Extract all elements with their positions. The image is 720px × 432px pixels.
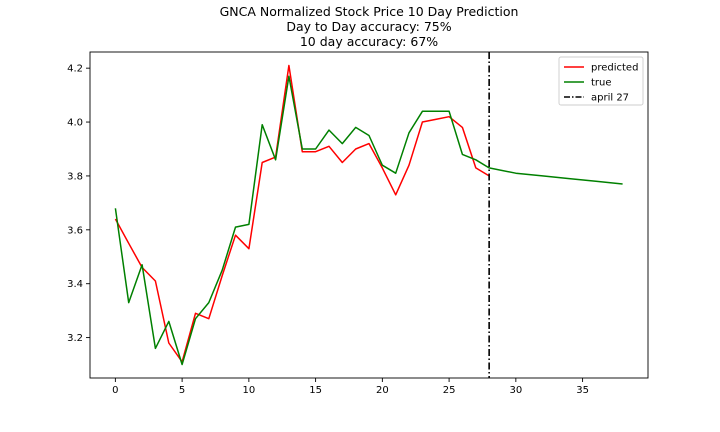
x-tick-label: 10 [242,385,255,396]
x-tick-label: 25 [443,385,456,396]
legend-box [558,56,644,106]
axes: 0 5 10 15 20 25 30 35 3.2 3.4 3.6 3.8 4.0 4.2 [67,51,649,396]
y-tick-label: 3.6 [67,225,83,236]
chart-subtitle-line-1: Day to Day accuracy: 75% [286,19,451,34]
plot-area [114,52,623,378]
y-tick-label: 3.8 [67,171,83,182]
x-tick-label: 5 [179,385,185,396]
chart-title: GNCA Normalized Stock Price 10 Day Predi… [220,4,519,19]
y-tick-label: 3.2 [67,333,83,344]
plot-frame [89,51,649,379]
y-tick-label: 3.4 [67,279,83,290]
y-tick-label: 4.0 [67,118,83,129]
series-line-true [114,75,623,366]
legend-label-predicted: predicted [591,63,638,74]
x-tick-label: 20 [376,385,389,396]
series-line-predicted [114,64,490,363]
x-tick-label: 15 [309,385,322,396]
chart-subtitle-line-2: 10 day accuracy: 67% [300,34,438,49]
legend: predicted true april 27 [558,56,644,106]
x-tick-label: 35 [576,385,589,396]
x-tick-label: 30 [509,385,522,396]
legend-label-true: true [591,78,612,89]
legend-label-april-27: april 27 [591,93,629,104]
x-tick-label: 0 [112,385,118,396]
y-tick-label: 4.2 [67,64,83,75]
